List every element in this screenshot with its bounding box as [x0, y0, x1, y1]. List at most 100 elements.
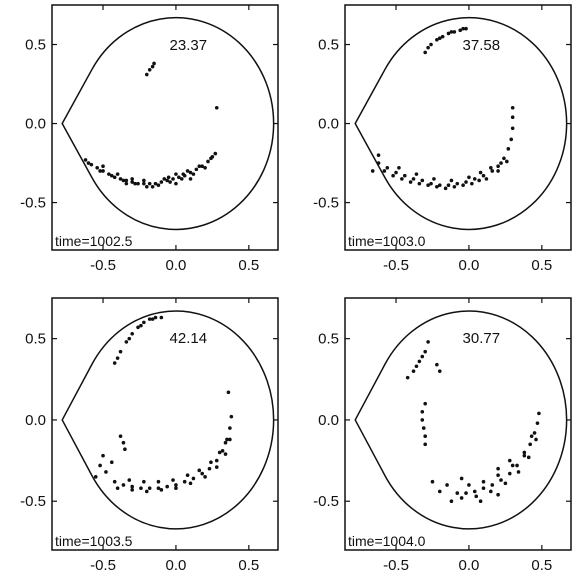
data-point [168, 180, 172, 184]
data-point [130, 180, 134, 184]
data-point [98, 463, 102, 468]
data-point [507, 458, 512, 463]
data-point [496, 492, 500, 497]
data-point [127, 336, 132, 341]
data-point [423, 349, 427, 354]
data-point [449, 30, 454, 34]
data-point [185, 169, 190, 173]
data-point [426, 340, 430, 344]
data-point [228, 426, 232, 430]
data-point [194, 167, 199, 172]
data-point [429, 42, 433, 47]
data-point [203, 166, 207, 170]
y-tick-label: 0.5 [25, 331, 46, 348]
data-point [98, 169, 102, 173]
data-point [490, 169, 495, 173]
data-point [124, 181, 129, 186]
data-point [502, 156, 506, 161]
data-point [417, 181, 422, 186]
x-tick-label: 0.5 [531, 557, 552, 574]
data-point [147, 181, 152, 186]
data-point [467, 483, 471, 487]
panel-value-label: 42.14 [170, 330, 208, 347]
y-tick-label: -0.5 [313, 493, 339, 510]
data-point [214, 465, 219, 469]
data-point [411, 369, 416, 373]
data-point [472, 177, 477, 181]
data-point [528, 442, 532, 447]
data-point [489, 489, 493, 494]
data-point [153, 315, 158, 320]
data-point [420, 178, 425, 183]
data-point [109, 460, 114, 465]
data-point [510, 126, 515, 131]
data-point [171, 478, 175, 482]
data-point [179, 177, 184, 181]
data-point [423, 50, 427, 55]
data-point [376, 161, 381, 165]
data-point [478, 499, 483, 504]
data-point [522, 450, 527, 455]
data-point [130, 177, 134, 181]
y-tick-label: 0.0 [318, 412, 339, 429]
data-point [522, 453, 527, 458]
data-point [437, 36, 442, 40]
data-point [207, 466, 212, 471]
data-point [414, 364, 419, 369]
plot-frame [344, 4, 572, 251]
data-point [496, 169, 500, 173]
data-point [440, 34, 445, 39]
data-point [505, 159, 509, 164]
data-point [411, 177, 416, 181]
data-point [214, 458, 219, 463]
data-point [452, 30, 457, 34]
data-point [499, 161, 503, 165]
data-point [459, 476, 464, 481]
data-point [455, 181, 460, 186]
data-point [394, 170, 398, 175]
data-point [174, 486, 178, 491]
data-point [526, 455, 531, 460]
data-point [153, 181, 158, 186]
y-tick-label: 0.5 [318, 331, 339, 348]
data-point [223, 440, 228, 445]
plot-frame [51, 297, 279, 551]
data-point [529, 434, 534, 438]
data-point [118, 177, 123, 181]
data-point [144, 72, 149, 77]
data-point [136, 325, 140, 330]
data-point [203, 475, 207, 479]
data-point [142, 178, 146, 183]
data-point [535, 421, 540, 425]
data-point [437, 489, 442, 494]
data-point [147, 317, 152, 321]
data-point [225, 437, 229, 442]
x-tick-label: 0.0 [166, 557, 187, 574]
data-point [532, 431, 537, 435]
data-point [147, 486, 152, 491]
y-tick-label: 0.0 [25, 412, 46, 429]
data-point [214, 105, 219, 110]
data-point [171, 177, 175, 181]
data-point [370, 169, 375, 173]
data-point [188, 481, 193, 486]
panel-bottom-right: -0.5 0.0 0.5 0.5 0.0 -0.5 30.77 time=1004.0 [313, 297, 572, 574]
data-point [104, 470, 108, 474]
data-point [510, 105, 515, 110]
data-point [376, 153, 381, 157]
x-tick-label: 0.5 [238, 557, 259, 574]
data-point [112, 479, 117, 484]
data-point [506, 147, 511, 151]
data-point [470, 181, 474, 186]
x-tick-label: 0.5 [531, 257, 552, 274]
data-point [408, 180, 413, 184]
data-point [177, 175, 181, 180]
data-point [435, 362, 439, 367]
data-point [481, 486, 486, 491]
data-point [127, 478, 132, 482]
data-point [515, 463, 519, 468]
data-point [150, 64, 155, 69]
panel-value-label: 30.77 [463, 330, 501, 347]
data-point [443, 186, 448, 191]
data-point [464, 180, 468, 184]
